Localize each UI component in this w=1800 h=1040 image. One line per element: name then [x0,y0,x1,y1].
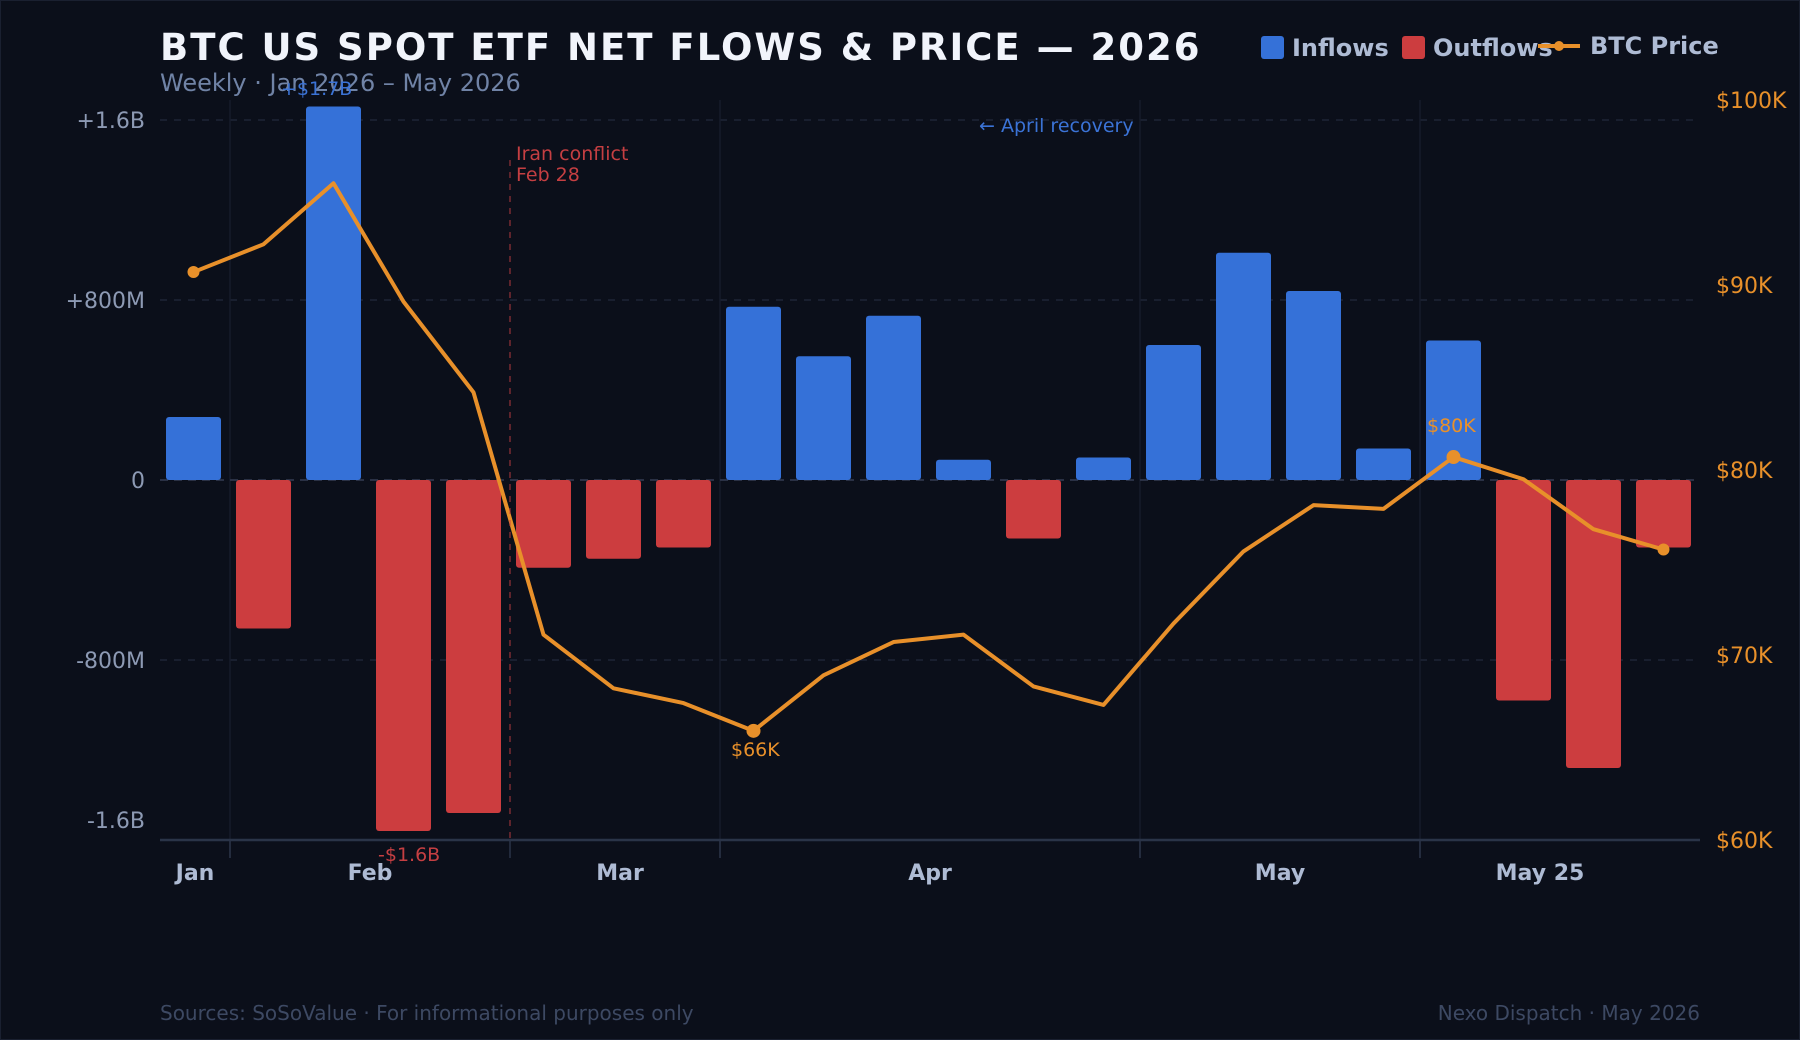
conflict-annotation-line2: Feb 28 [516,164,580,186]
y-right-tick-label: $80K [1716,459,1773,484]
price-high-label: $80K [1427,415,1476,437]
annotations: Iran conflict Feb 28 ← April recovery +$… [281,78,1476,866]
outflow-bar [1496,480,1551,701]
outflow-bar [1636,480,1691,548]
chart-title: BTC US SPOT ETF NET FLOWS & PRICE — 2026 [160,26,1201,69]
outflow-bar [586,480,641,559]
inflow-bar [1286,291,1341,480]
y-left-tick-label: +1.6B [76,109,145,134]
btc-price-point [187,266,200,279]
inflow-bar [166,417,221,480]
footer-credit: Nexo Dispatch · May 2026 [1438,1001,1700,1025]
y-left-tick-label: -800M [76,649,145,674]
y-right-tick-label: $70K [1716,644,1773,669]
trough-flow-label: -$1.6B [378,844,440,866]
x-tick-label: May [1255,861,1305,886]
x-axis: Jan Feb Mar Apr May May 25 [174,861,1585,886]
conflict-annotation-line1: Iran conflict [516,143,628,165]
x-tick-label: May 25 [1496,861,1585,886]
price-low-label: $66K [731,739,780,761]
y-left-tick-label: 0 [131,469,145,494]
btc-price-line [192,181,1665,733]
inflow-bar [726,306,781,480]
inflow-bar [1076,457,1131,480]
y-left-tick-label: +800M [66,289,145,314]
inflow-bar [1216,252,1271,480]
legend-inflows-label: Inflows [1292,34,1389,62]
legend-price-dot [1554,41,1564,51]
outflow-bar [446,480,501,813]
outflow-bar [376,480,431,831]
y-axis-right: $100K $90K $80K $70K $60K [1716,89,1787,854]
x-tick-label: Mar [596,861,644,886]
inflow-bar [306,106,361,480]
legend-price-label: BTC Price [1590,32,1719,60]
inflow-bar [866,315,921,480]
legend: Inflows Outflows BTC Price [1261,32,1719,62]
btc-price-point [1446,450,1461,465]
outflow-bar [656,480,711,548]
y-right-tick-label: $90K [1716,274,1773,299]
btc-price-point [746,723,761,738]
price-line-layer [187,181,1670,738]
inflow-bar [936,459,991,480]
inflow-bar [796,356,851,480]
legend-outflows-swatch [1402,36,1425,59]
outflow-bar [516,480,571,568]
x-tick-label: Feb [348,861,393,886]
y-axis-left: +1.6B +800M 0 -800M -1.6B [66,109,145,834]
y-right-tick-label: $60K [1716,829,1773,854]
legend-inflows-swatch [1261,36,1284,59]
inflow-bar [1426,340,1481,480]
inflow-bar [1356,448,1411,480]
inflow-bar [1146,345,1201,480]
btc-price-point [1657,543,1670,556]
legend-outflows-label: Outflows [1433,34,1553,62]
outflow-bar [1006,480,1061,539]
x-tick-label: Jan [174,861,215,886]
footer-source: Sources: SoSoValue · For informational p… [160,1001,694,1025]
recovery-annotation: ← April recovery [979,115,1134,137]
y-right-tick-label: $100K [1716,89,1787,114]
y-left-tick-label: -1.6B [87,809,145,834]
bars-layer [166,106,1691,831]
outflow-bar [236,480,291,629]
outflow-bar [1566,480,1621,768]
chart-subtitle: Weekly · Jan 2026 – May 2026 [160,69,521,97]
x-tick-label: Apr [908,861,952,886]
peak-flow-label: +$1.7B [281,78,352,100]
